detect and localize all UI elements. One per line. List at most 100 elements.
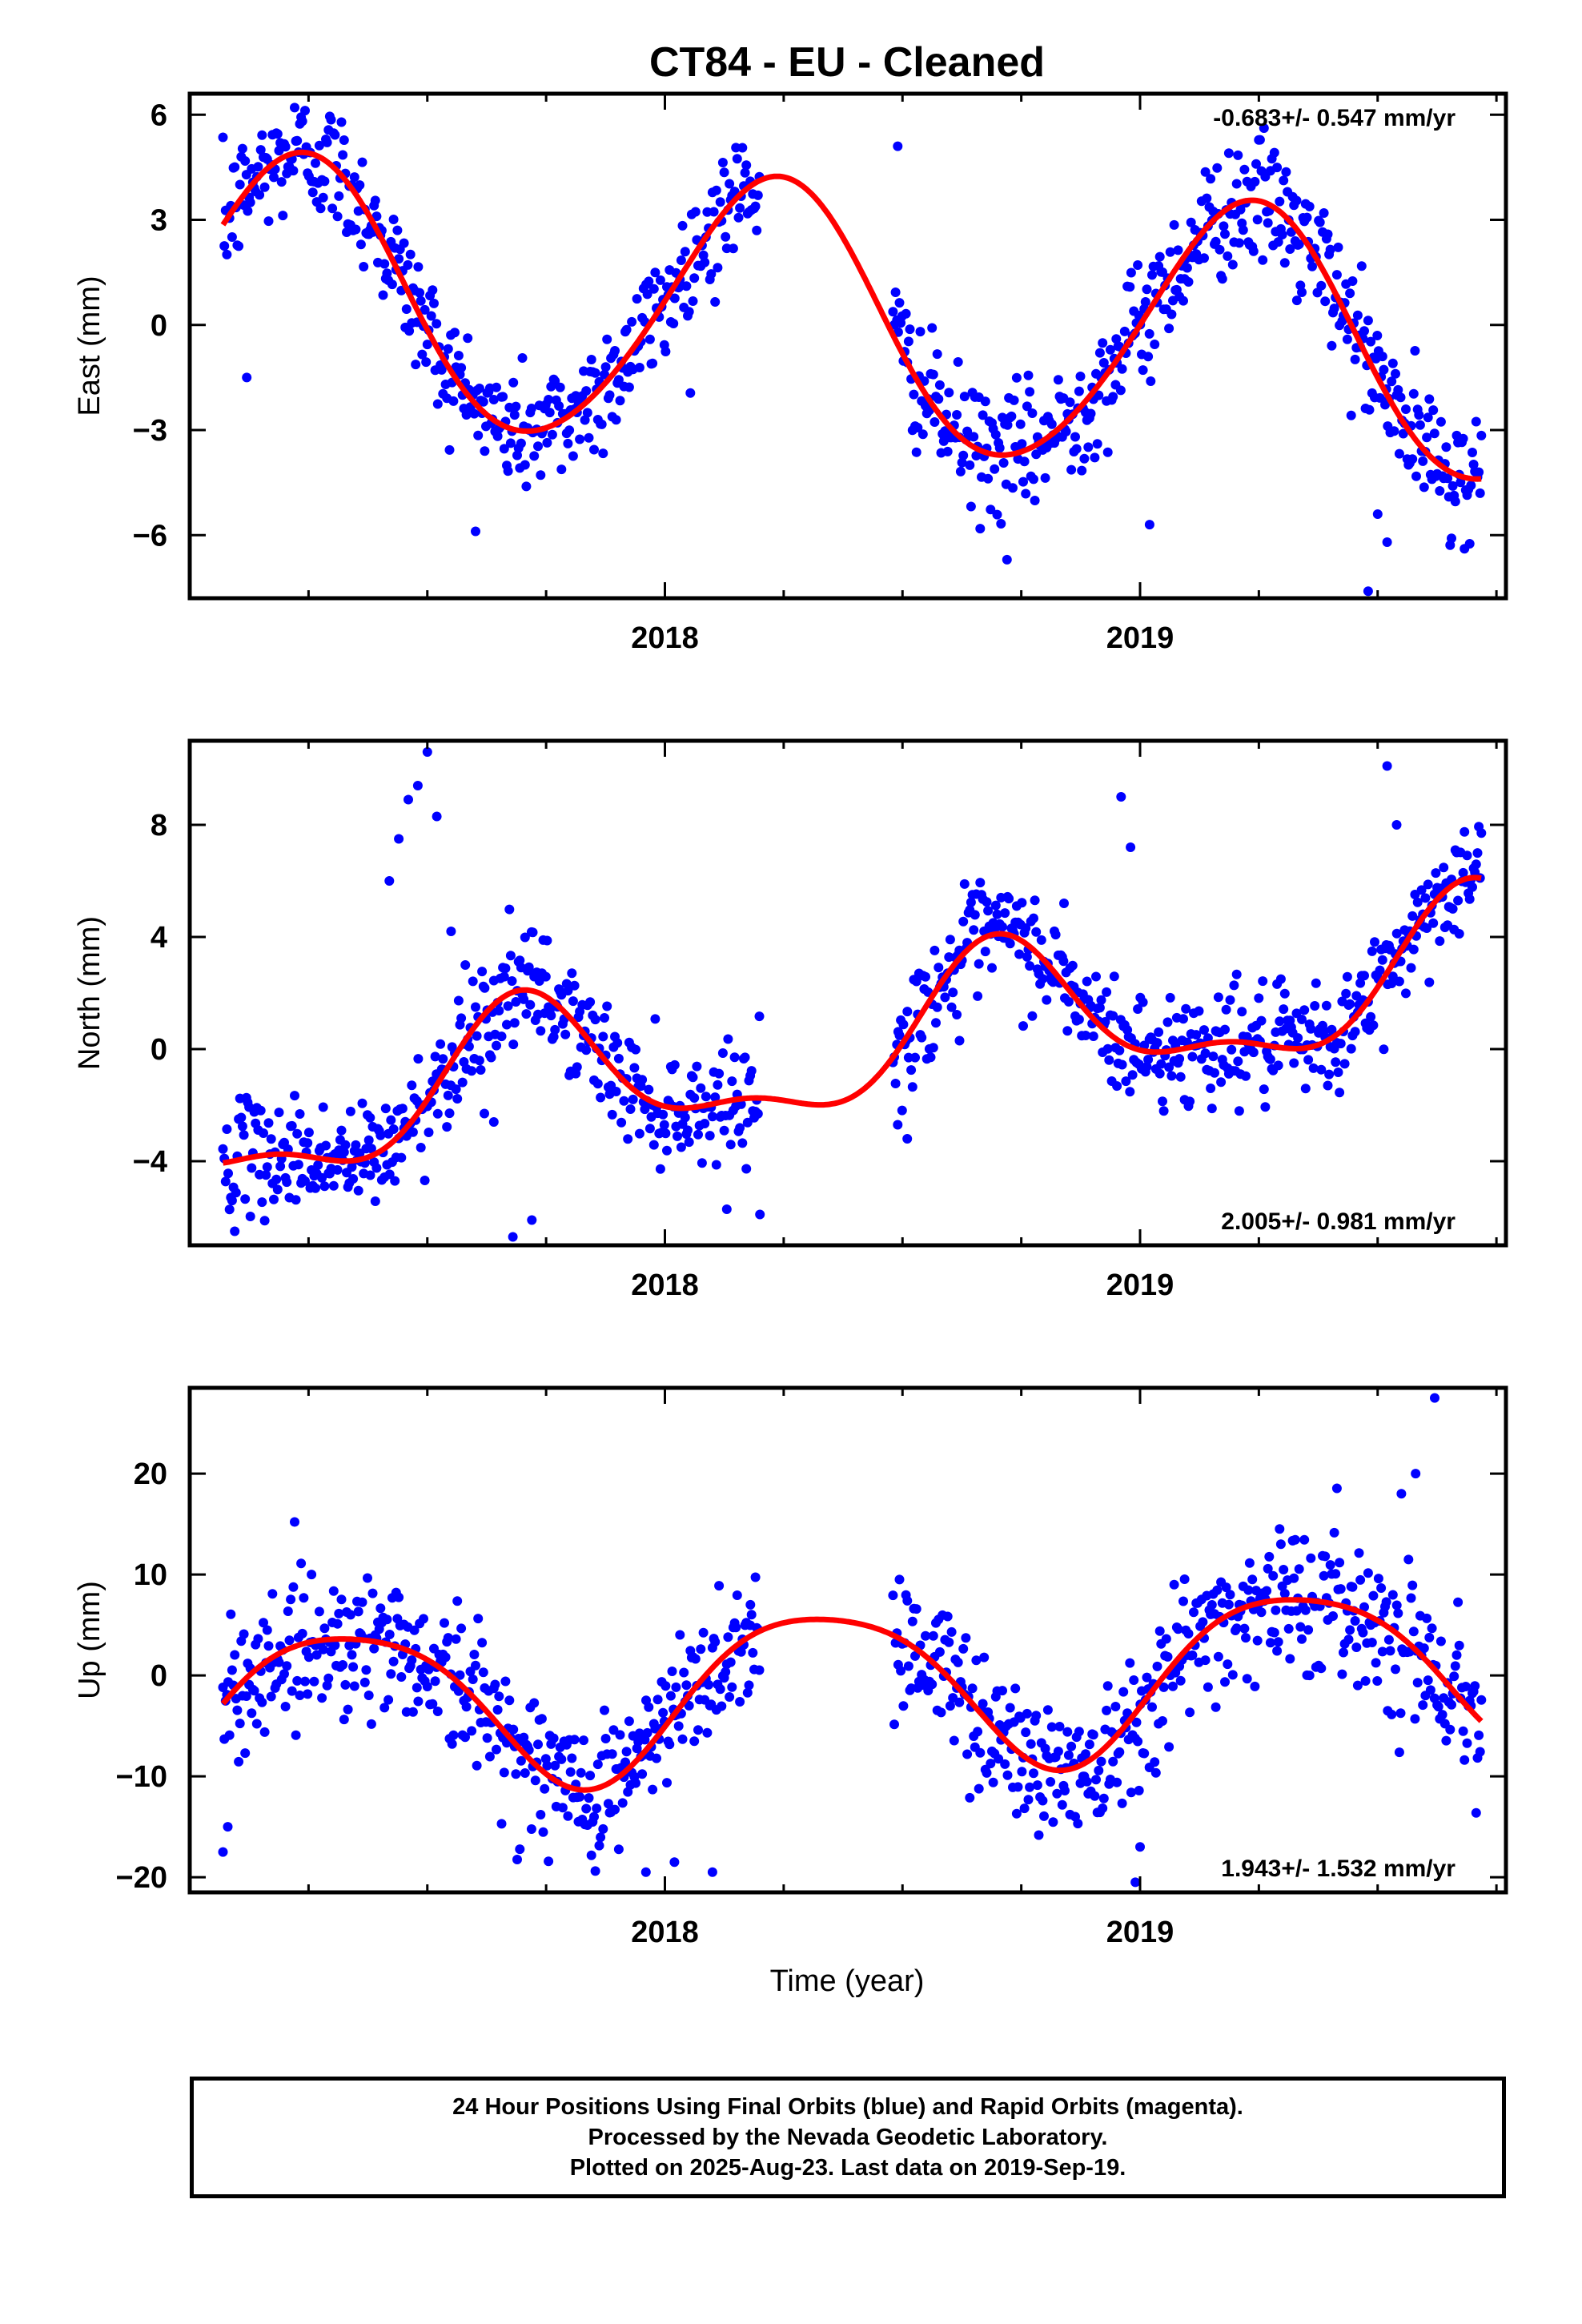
data-point <box>592 1803 602 1814</box>
data-point <box>383 1695 394 1705</box>
data-point <box>1158 1096 1167 1107</box>
data-point <box>1352 310 1363 320</box>
data-point <box>1173 1624 1183 1634</box>
data-point <box>1428 918 1439 928</box>
data-point <box>1086 408 1096 419</box>
data-point <box>347 1650 357 1660</box>
data-point <box>1281 167 1291 177</box>
data-point <box>973 991 983 1001</box>
data-point <box>1306 1553 1316 1563</box>
data-point <box>469 408 480 419</box>
data-point <box>1450 497 1460 507</box>
data-point <box>492 1744 501 1755</box>
data-point <box>913 423 923 432</box>
data-point <box>1244 1558 1255 1568</box>
data-point <box>280 142 291 152</box>
data-point <box>388 215 399 224</box>
data-point <box>741 160 752 171</box>
data-point <box>602 334 612 344</box>
data-point <box>1165 992 1175 1003</box>
data-point <box>934 963 944 973</box>
data-point <box>921 971 930 982</box>
data-point <box>442 1122 452 1132</box>
data-point <box>422 747 432 757</box>
data-point <box>303 1138 313 1148</box>
data-point <box>347 1162 357 1172</box>
data-point <box>293 1160 303 1170</box>
data-point <box>683 1125 693 1136</box>
data-point <box>417 349 428 360</box>
data-point <box>323 1673 334 1683</box>
data-point <box>1289 1573 1299 1583</box>
data-point <box>526 1824 536 1834</box>
data-point <box>1425 1685 1435 1695</box>
data-point <box>544 395 554 404</box>
data-point <box>359 262 369 271</box>
data-point <box>1243 1585 1254 1595</box>
data-point <box>1272 163 1283 173</box>
data-point <box>563 986 573 996</box>
data-point <box>357 1597 367 1607</box>
data-point <box>998 458 1009 468</box>
data-point <box>1279 1588 1290 1598</box>
data-point <box>721 1204 732 1214</box>
data-point <box>1022 951 1032 962</box>
data-point <box>1082 1776 1092 1787</box>
data-point <box>1449 1671 1460 1682</box>
data-point <box>911 447 921 457</box>
data-point <box>1319 208 1329 218</box>
data-point <box>1256 1607 1267 1618</box>
data-point <box>303 1689 313 1699</box>
data-point <box>251 1719 262 1729</box>
data-point <box>1422 432 1432 443</box>
data-point <box>1275 1539 1286 1550</box>
data-point <box>1066 1741 1077 1751</box>
data-point <box>994 443 1005 453</box>
data-point <box>667 1667 677 1676</box>
data-point <box>1256 1015 1267 1026</box>
data-point <box>365 1170 375 1180</box>
data-point <box>1407 454 1418 464</box>
data-point <box>934 1647 945 1657</box>
data-point <box>890 1079 901 1088</box>
data-point <box>1453 1597 1464 1607</box>
data-point <box>932 1002 942 1012</box>
data-point <box>612 1038 623 1048</box>
data-point <box>710 1092 721 1103</box>
data-point <box>1367 1638 1377 1647</box>
data-point <box>959 879 970 889</box>
data-point <box>608 1725 619 1735</box>
data-point <box>1277 230 1287 239</box>
data-point <box>1121 1076 1131 1087</box>
y-tick-label: 4 <box>151 921 167 955</box>
data-point <box>1133 1004 1143 1014</box>
data-point <box>911 1604 921 1614</box>
data-point <box>1474 467 1484 477</box>
data-point <box>1335 1088 1345 1098</box>
data-point <box>1462 1738 1472 1748</box>
data-point <box>349 1681 359 1691</box>
data-point <box>598 448 608 459</box>
data-point <box>274 1108 284 1118</box>
data-point <box>340 1679 351 1690</box>
data-point <box>1004 894 1014 904</box>
data-point <box>1239 164 1250 175</box>
data-point <box>315 203 326 214</box>
data-point <box>692 1061 702 1072</box>
data-point <box>505 951 516 961</box>
data-point <box>278 211 288 221</box>
data-point <box>1191 1030 1202 1040</box>
data-point <box>1126 1787 1136 1798</box>
data-point <box>1125 1658 1135 1668</box>
data-point <box>1221 1582 1231 1593</box>
data-point <box>629 1063 640 1073</box>
data-point <box>1375 392 1385 403</box>
data-point <box>496 1819 507 1829</box>
data-point <box>1335 1558 1345 1568</box>
data-point <box>994 1754 1004 1764</box>
data-point <box>585 1771 596 1781</box>
data-point <box>321 1140 331 1151</box>
data-point <box>492 1705 503 1715</box>
data-point <box>717 1701 727 1711</box>
y-tick-label: −20 <box>116 1861 167 1895</box>
